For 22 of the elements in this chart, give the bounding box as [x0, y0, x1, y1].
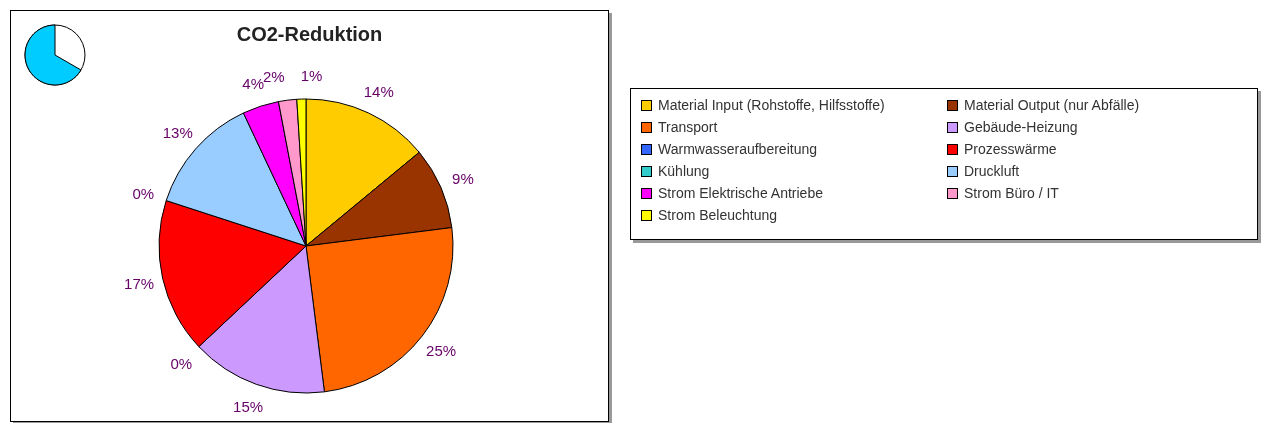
text: 0%: [170, 354, 193, 372]
data-label: 25%: [426, 342, 457, 360]
data-label: 15%: [233, 398, 264, 416]
data-label: 1%: [300, 66, 323, 84]
data-label: 9%: [452, 169, 474, 187]
legend-label: Strom Beleuchtung: [658, 207, 778, 223]
data-label: 13%: [162, 124, 193, 142]
legend-label: Strom Büro / IT: [964, 185, 1059, 201]
data-label: 14%: [363, 82, 394, 100]
text: 0%: [132, 184, 155, 202]
legend-label: Strom Elektrische Antriebe: [658, 185, 823, 201]
legend-label: Kühlung: [658, 163, 710, 179]
legend-label: Material Input (Rohstoffe, Hilfsstoffe): [658, 97, 885, 113]
legend-label: Prozesswärme: [964, 141, 1057, 157]
legend-label: Material Output (nur Abfälle): [964, 97, 1140, 113]
legend-label: Gebäude-Heizung: [964, 119, 1078, 135]
legend-label: Druckluft: [964, 163, 1020, 179]
data-label: 4%: [242, 74, 264, 92]
data-label: 17%: [124, 274, 155, 292]
legend-label: Transport: [658, 119, 718, 135]
chart-title: CO2-Reduktion: [235, 23, 384, 46]
legend-label: Warmwasseraufbereitung: [658, 141, 817, 157]
